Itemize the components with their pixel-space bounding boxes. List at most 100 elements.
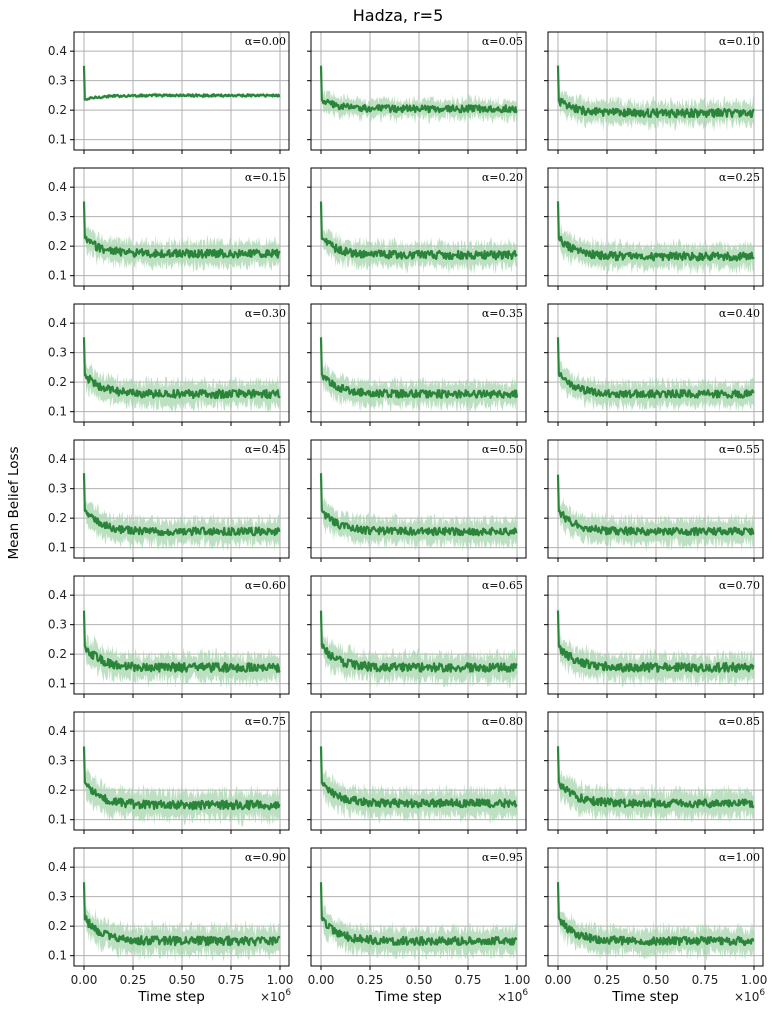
mean-line bbox=[319, 473, 518, 537]
subplot-alpha-0.50: α=0.50 bbox=[307, 439, 527, 562]
alpha-label: α=0.85 bbox=[719, 715, 760, 728]
subplot-alpha-0.40: α=0.40 bbox=[544, 303, 764, 426]
y-tick-label: 0.2 bbox=[48, 919, 67, 933]
subplot-alpha-0.10: α=0.10 bbox=[544, 31, 764, 154]
y-tick-label: 0.3 bbox=[48, 754, 67, 768]
y-tick-label: 0.3 bbox=[48, 482, 67, 496]
subplot-alpha-0.35: α=0.35 bbox=[307, 303, 527, 426]
mean-line bbox=[319, 65, 518, 114]
mean-line bbox=[319, 337, 519, 399]
x-tick-label: 0.75 bbox=[218, 973, 245, 987]
y-tick-label: 0.4 bbox=[48, 588, 67, 602]
x-tick-label: 1.00 bbox=[267, 973, 294, 987]
alpha-label: α=0.75 bbox=[245, 715, 286, 728]
x-tick-label: 0.00 bbox=[71, 973, 98, 987]
mean-line bbox=[319, 882, 518, 947]
x-axis-label: Time step bbox=[374, 989, 442, 1005]
alpha-label: α=0.10 bbox=[719, 35, 760, 48]
alpha-label: α=0.05 bbox=[482, 35, 523, 48]
subplot-alpha-0.95: 0.00 0.25 0.50 0.75 1.00 α=0.95 Time step ×106 bbox=[307, 847, 531, 1005]
y-tick-label: 0.2 bbox=[48, 783, 67, 797]
subplot-alpha-0.45: 0.1 0.2 0.3 0.4 α=0.45 bbox=[48, 439, 290, 562]
y-tick-label: 0.3 bbox=[48, 618, 67, 632]
y-tick-label: 0.4 bbox=[48, 44, 67, 58]
y-tick-label: 0.3 bbox=[48, 890, 67, 904]
y-tick-label: 0.4 bbox=[48, 180, 67, 194]
x-tick-label: 0.75 bbox=[692, 973, 719, 987]
x-tick-label: 0.75 bbox=[455, 973, 482, 987]
mean-line bbox=[556, 201, 755, 262]
y-tick-label: 0.2 bbox=[48, 375, 67, 389]
subplot-alpha-0.85: α=0.85 bbox=[544, 711, 764, 834]
y-tick-label: 0.3 bbox=[48, 74, 67, 88]
x-tick-label: 0.25 bbox=[120, 973, 147, 987]
subplot-alpha-0.25: α=0.25 bbox=[544, 167, 764, 290]
alpha-label: α=0.20 bbox=[482, 171, 523, 184]
alpha-label: α=0.70 bbox=[719, 579, 760, 592]
mean-line bbox=[82, 882, 281, 947]
mean-line bbox=[319, 610, 518, 673]
x-tick-label: 0.50 bbox=[643, 973, 670, 987]
subplot-alpha-0.75: 0.1 0.2 0.3 0.4 α=0.75 bbox=[48, 711, 290, 834]
y-tick-label: 0.1 bbox=[48, 133, 67, 147]
alpha-label: α=0.35 bbox=[482, 307, 523, 320]
y-tick-label: 0.1 bbox=[48, 677, 67, 691]
y-tick-label: 0.3 bbox=[48, 210, 67, 224]
y-tick-label: 0.1 bbox=[48, 269, 67, 283]
x-axis-label: Time step bbox=[611, 989, 679, 1005]
mean-line bbox=[556, 474, 755, 537]
alpha-label: α=0.55 bbox=[719, 443, 760, 456]
y-tick-label: 0.1 bbox=[48, 405, 67, 419]
y-tick-label: 0.1 bbox=[48, 813, 67, 827]
mean-line bbox=[82, 746, 281, 811]
subplot-alpha-0.60: 0.1 0.2 0.3 0.4 α=0.60 bbox=[48, 575, 290, 698]
x-tick-label: 0.00 bbox=[308, 973, 335, 987]
subplot-alpha-0.80: α=0.80 bbox=[307, 711, 527, 834]
y-tick-label: 0.2 bbox=[48, 647, 67, 661]
y-tick-label: 0.4 bbox=[48, 452, 67, 466]
y-tick-label: 0.1 bbox=[48, 949, 67, 963]
alpha-label: α=0.30 bbox=[245, 307, 286, 320]
alpha-label: α=0.80 bbox=[482, 715, 523, 728]
alpha-label: α=0.00 bbox=[245, 35, 286, 48]
confidence-band bbox=[84, 608, 280, 690]
alpha-label: α=0.65 bbox=[482, 579, 523, 592]
mean-line bbox=[82, 337, 281, 400]
mean-line bbox=[556, 337, 755, 399]
y-tick-label: 0.4 bbox=[48, 724, 67, 738]
mean-line bbox=[556, 65, 755, 119]
x-tick-label: 1.00 bbox=[504, 973, 531, 987]
x-tick-label: 1.00 bbox=[741, 973, 768, 987]
y-tick-label: 0.2 bbox=[48, 511, 67, 525]
alpha-label: α=0.90 bbox=[245, 851, 286, 864]
y-tick-label: 0.4 bbox=[48, 860, 67, 874]
mean-line bbox=[556, 882, 755, 947]
y-tick-label: 0.2 bbox=[48, 103, 67, 117]
x-tick-label: 0.50 bbox=[169, 973, 196, 987]
y-tick-label: 0.4 bbox=[48, 316, 67, 330]
mean-line bbox=[82, 610, 281, 673]
y-tick-label: 0.1 bbox=[48, 541, 67, 555]
subplot-alpha-0.30: 0.1 0.2 0.3 0.4 α=0.30 bbox=[48, 303, 290, 426]
y-tick-label: 0.2 bbox=[48, 239, 67, 253]
alpha-label: α=0.95 bbox=[482, 851, 523, 864]
mean-line bbox=[319, 746, 518, 809]
subplot-alpha-0.15: 0.1 0.2 0.3 0.4 α=0.15 bbox=[48, 167, 290, 290]
mean-line bbox=[82, 473, 281, 537]
y-axis-label: Mean Belief Loss bbox=[6, 446, 22, 559]
x-tick-label: 0.25 bbox=[594, 973, 621, 987]
subplot-alpha-0.20: α=0.20 bbox=[307, 167, 527, 290]
x-multiplier: ×106 bbox=[260, 988, 291, 1004]
figure-title: Hadza, r=5 bbox=[353, 6, 444, 25]
alpha-label: α=0.15 bbox=[245, 171, 286, 184]
subplot-alpha-0.70: α=0.70 bbox=[544, 575, 764, 698]
subplot-grid: 0.10.20.30.4α=0.00 α=0.05 α=0.100.10.20.30… bbox=[48, 31, 768, 1005]
subplot-alpha-0.00: 0.1 0.2 0.3 0.4 α=0.00 bbox=[48, 31, 290, 154]
mean-line bbox=[319, 201, 518, 261]
alpha-label: α=0.60 bbox=[245, 579, 286, 592]
subplot-alpha-0.65: α=0.65 bbox=[307, 575, 527, 698]
mean-line bbox=[556, 746, 755, 809]
alpha-label: α=0.40 bbox=[719, 307, 760, 320]
alpha-label: α=0.45 bbox=[245, 443, 286, 456]
y-tick-label: 0.3 bbox=[48, 346, 67, 360]
